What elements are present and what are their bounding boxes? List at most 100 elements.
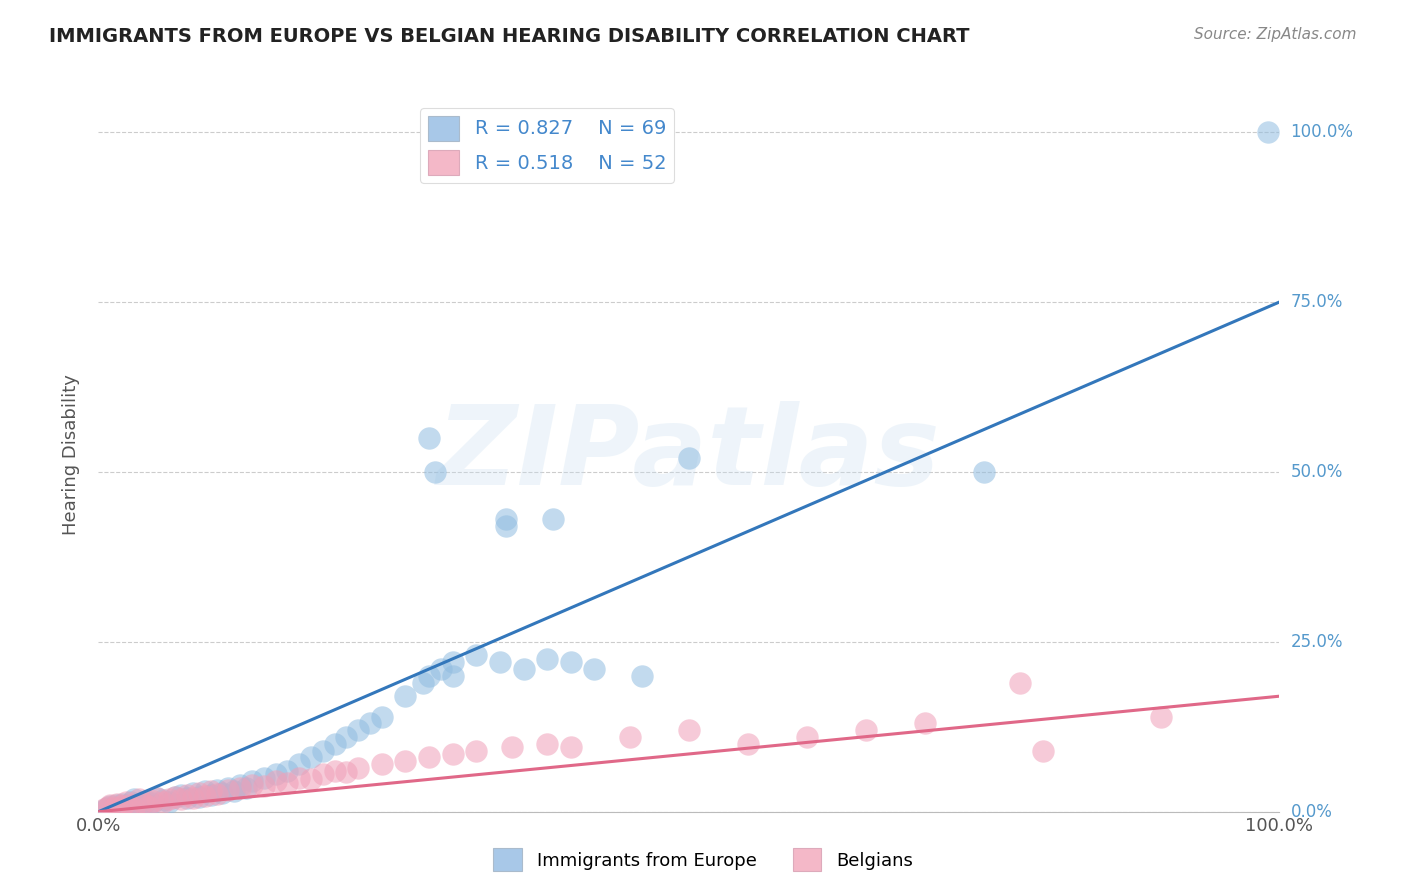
Point: [541, 512, 564, 526]
Point: [181, 791, 204, 805]
Point: [132, 796, 155, 810]
Text: 25.0%: 25.0%: [1291, 632, 1343, 651]
Point: [619, 730, 641, 744]
Point: [135, 794, 157, 808]
Point: [229, 780, 252, 795]
Point: [93, 803, 115, 817]
Point: [170, 788, 193, 802]
Point: [152, 795, 174, 809]
Point: [108, 800, 131, 814]
Point: [394, 689, 416, 703]
Point: [1008, 675, 1031, 690]
Text: IMMIGRANTS FROM EUROPE VS BELGIAN HEARING DISABILITY CORRELATION CHART: IMMIGRANTS FROM EUROPE VS BELGIAN HEARIN…: [49, 27, 970, 45]
Point: [501, 740, 523, 755]
Point: [371, 757, 394, 772]
Point: [276, 776, 298, 790]
Text: ZIPatlas: ZIPatlas: [437, 401, 941, 508]
Point: [136, 798, 159, 813]
Point: [105, 797, 128, 811]
Text: 100.0%: 100.0%: [1291, 123, 1354, 141]
Point: [276, 764, 298, 778]
Point: [125, 797, 148, 811]
Point: [121, 795, 143, 809]
Point: [678, 723, 700, 738]
Point: [118, 797, 141, 812]
Point: [117, 801, 139, 815]
Point: [165, 789, 187, 804]
Point: [217, 780, 239, 795]
Point: [489, 655, 512, 669]
Point: [394, 754, 416, 768]
Point: [142, 794, 165, 808]
Point: [93, 802, 115, 816]
Point: [157, 792, 180, 806]
Point: [465, 648, 488, 663]
Point: [264, 767, 287, 781]
Legend: R = 0.827    N = 69, R = 0.518    N = 52: R = 0.827 N = 69, R = 0.518 N = 52: [420, 108, 673, 183]
Point: [430, 662, 453, 676]
Point: [128, 798, 150, 813]
Point: [229, 778, 252, 792]
Point: [224, 784, 246, 798]
Point: [112, 799, 135, 814]
Point: [98, 799, 121, 814]
Point: [194, 789, 217, 803]
Y-axis label: Hearing Disability: Hearing Disability: [62, 375, 80, 535]
Point: [560, 655, 582, 669]
Point: [418, 669, 440, 683]
Point: [335, 730, 357, 744]
Point: [441, 669, 464, 683]
Point: [240, 774, 263, 789]
Point: [335, 765, 357, 780]
Point: [796, 730, 818, 744]
Point: [495, 512, 517, 526]
Point: [152, 793, 174, 807]
Point: [253, 771, 276, 785]
Point: [323, 737, 346, 751]
Point: [200, 788, 222, 802]
Point: [211, 786, 233, 800]
Point: [176, 791, 198, 805]
Point: [441, 747, 464, 761]
Point: [132, 795, 155, 809]
Point: [128, 792, 150, 806]
Point: [583, 662, 606, 676]
Point: [412, 675, 434, 690]
Point: [253, 779, 276, 793]
Point: [737, 737, 759, 751]
Point: [114, 795, 136, 809]
Point: [288, 757, 311, 772]
Point: [122, 792, 145, 806]
Point: [1257, 125, 1279, 139]
Point: [157, 795, 180, 809]
Point: [630, 669, 652, 683]
Point: [973, 465, 995, 479]
Text: 50.0%: 50.0%: [1291, 463, 1343, 481]
Point: [855, 723, 877, 738]
Point: [187, 786, 209, 800]
Point: [1150, 709, 1173, 723]
Point: [441, 655, 464, 669]
Point: [205, 787, 228, 801]
Point: [194, 784, 217, 798]
Point: [97, 800, 120, 814]
Point: [187, 789, 209, 804]
Point: [176, 788, 198, 802]
Point: [536, 737, 558, 751]
Point: [418, 750, 440, 764]
Point: [111, 797, 134, 811]
Point: [495, 519, 517, 533]
Legend: Immigrants from Europe, Belgians: Immigrants from Europe, Belgians: [486, 841, 920, 879]
Point: [465, 743, 488, 757]
Point: [240, 778, 263, 792]
Point: [299, 750, 322, 764]
Point: [98, 797, 121, 812]
Point: [217, 783, 239, 797]
Point: [181, 786, 204, 800]
Text: 0.0%: 0.0%: [1291, 803, 1333, 821]
Point: [96, 801, 118, 815]
Point: [347, 760, 370, 774]
Point: [235, 780, 257, 795]
Point: [111, 799, 134, 814]
Point: [205, 783, 228, 797]
